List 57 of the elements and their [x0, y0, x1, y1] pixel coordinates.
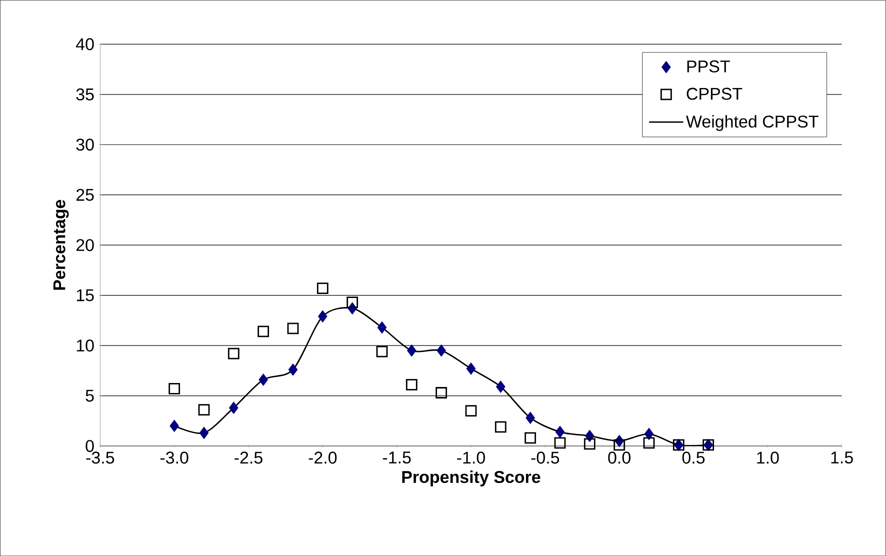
point — [377, 321, 387, 334]
x-tick-label: -3.0 — [160, 452, 188, 464]
point — [644, 428, 654, 440]
point — [346, 296, 358, 308]
x-tick-label: 1.5 — [831, 452, 853, 464]
x-tick-label: -0.5 — [531, 452, 560, 464]
y-tick-label: 35 — [76, 88, 94, 100]
legend-label: PPST — [687, 60, 730, 72]
point — [228, 402, 238, 414]
y-tick-label: 40 — [76, 38, 94, 50]
point — [466, 362, 476, 375]
point — [316, 282, 328, 294]
point — [584, 430, 594, 442]
point — [258, 373, 268, 386]
x-tick-label: -1.5 — [382, 452, 411, 464]
point — [318, 310, 328, 323]
y-tick-label: 25 — [76, 188, 94, 201]
point — [436, 344, 446, 357]
y-tick-label: 5 — [86, 390, 94, 402]
x-tick-label: -3.5 — [86, 452, 114, 464]
point — [258, 326, 270, 338]
y-tick-label: 15 — [76, 289, 94, 302]
y-tick-label: 10 — [76, 339, 94, 352]
legend-label: Weighted CPPST — [686, 115, 818, 131]
y-axis-title: Percentage — [53, 200, 69, 290]
x-tick-label: 1.0 — [757, 452, 779, 464]
point — [376, 346, 388, 358]
point — [524, 432, 536, 444]
point — [614, 439, 626, 451]
y-tick-label: 20 — [76, 239, 94, 252]
point — [198, 404, 210, 416]
x-axis-title: Propensity Score — [402, 470, 540, 486]
point — [170, 420, 180, 432]
point — [584, 438, 596, 450]
point — [168, 382, 180, 394]
point — [436, 386, 448, 398]
x-tick-label: 0.5 — [682, 452, 705, 464]
legend-label: CPPST — [686, 88, 742, 100]
point — [228, 348, 240, 360]
y-tick-label: 30 — [76, 138, 94, 151]
y-tick-label: 0 — [86, 440, 94, 452]
point — [406, 378, 418, 390]
x-tick-label: -2.5 — [234, 452, 262, 464]
point — [554, 437, 566, 449]
x-tick-label: 0.0 — [608, 452, 630, 464]
x-tick-label: -2.0 — [308, 452, 337, 464]
point — [526, 412, 536, 424]
point — [465, 405, 477, 416]
point — [406, 344, 416, 357]
x-tick-label: -1.0 — [457, 452, 485, 464]
point — [199, 426, 209, 440]
point — [287, 322, 299, 334]
point — [288, 363, 298, 376]
point — [555, 426, 565, 438]
point — [496, 380, 506, 393]
point — [643, 437, 655, 449]
point — [494, 421, 506, 433]
